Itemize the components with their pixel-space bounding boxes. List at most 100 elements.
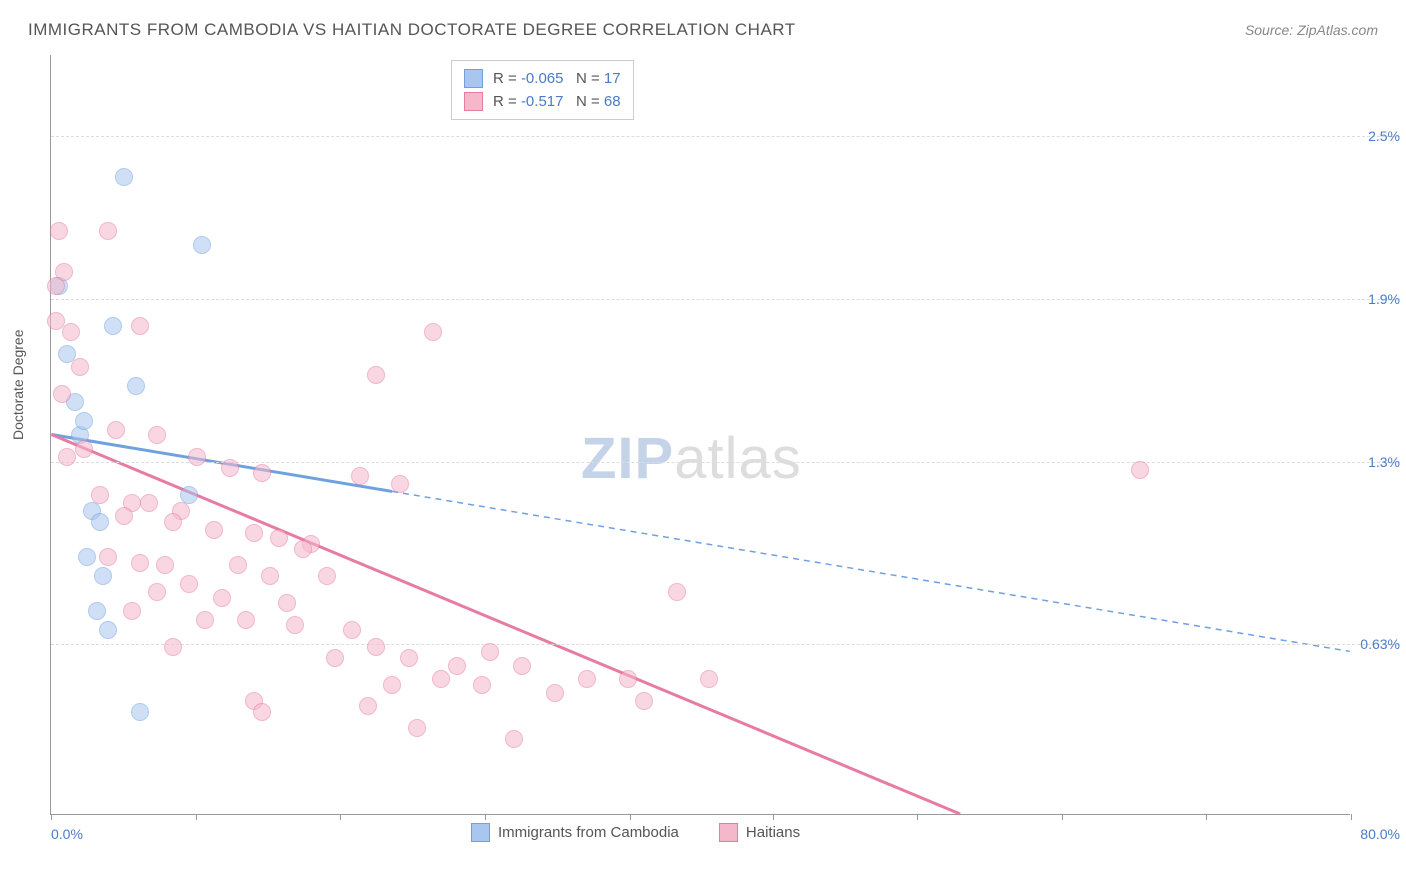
data-point: [140, 494, 158, 512]
data-point: [88, 602, 106, 620]
data-point: [148, 583, 166, 601]
data-point: [253, 464, 271, 482]
source-label: Source: ZipAtlas.com: [1245, 22, 1378, 38]
swatch-haitians: [464, 92, 483, 111]
x-tick: [196, 814, 197, 820]
gridline: [51, 299, 1400, 300]
x-tick: [1062, 814, 1063, 820]
data-point: [635, 692, 653, 710]
data-point: [270, 529, 288, 547]
data-point: [196, 611, 214, 629]
data-point: [513, 657, 531, 675]
data-point: [180, 575, 198, 593]
data-point: [278, 594, 296, 612]
data-point: [294, 540, 312, 558]
legend-item-cambodia: Immigrants from Cambodia: [471, 823, 679, 842]
data-point: [193, 236, 211, 254]
data-point: [432, 670, 450, 688]
x-tick: [773, 814, 774, 820]
data-point: [99, 548, 117, 566]
gridline: [51, 644, 1400, 645]
chart-title: IMMIGRANTS FROM CAMBODIA VS HAITIAN DOCT…: [28, 20, 796, 40]
data-point: [383, 676, 401, 694]
data-point: [75, 412, 93, 430]
data-point: [62, 323, 80, 341]
data-point: [164, 513, 182, 531]
stats-row-a: R = -0.065 N = 17: [464, 67, 621, 90]
data-point: [286, 616, 304, 634]
data-point: [237, 611, 255, 629]
data-point: [205, 521, 223, 539]
x-tick: [485, 814, 486, 820]
legend-label-haitians: Haitians: [746, 824, 800, 841]
data-point: [505, 730, 523, 748]
data-point: [188, 448, 206, 466]
data-point: [123, 602, 141, 620]
data-point: [367, 366, 385, 384]
x-tick: [340, 814, 341, 820]
data-point: [700, 670, 718, 688]
data-point: [221, 459, 239, 477]
data-point: [75, 440, 93, 458]
x-max-label: 80.0%: [1360, 826, 1400, 842]
data-point: [367, 638, 385, 656]
data-point: [253, 703, 271, 721]
gridline: [51, 462, 1400, 463]
data-point: [131, 554, 149, 572]
x-tick: [1206, 814, 1207, 820]
data-point: [351, 467, 369, 485]
data-point: [107, 421, 125, 439]
data-point: [47, 277, 65, 295]
gridline: [51, 136, 1400, 137]
data-point: [91, 513, 109, 531]
data-point: [91, 486, 109, 504]
swatch-haitians-icon: [719, 823, 738, 842]
data-point: [131, 317, 149, 335]
chart-area: ZIPatlas R = -0.065 N = 17 R = -0.517 N …: [50, 55, 1350, 815]
data-point: [546, 684, 564, 702]
swatch-cambodia: [464, 69, 483, 88]
data-point: [115, 507, 133, 525]
data-point: [53, 385, 71, 403]
legend-item-haitians: Haitians: [719, 823, 800, 842]
data-point: [400, 649, 418, 667]
data-point: [261, 567, 279, 585]
data-point: [50, 222, 68, 240]
x-tick: [1351, 814, 1352, 820]
data-point: [104, 317, 122, 335]
data-point: [156, 556, 174, 574]
bottom-legend: Immigrants from Cambodia Haitians: [471, 823, 800, 842]
data-point: [473, 676, 491, 694]
data-point: [71, 358, 89, 376]
data-point: [619, 670, 637, 688]
data-point: [245, 524, 263, 542]
x-tick: [51, 814, 52, 820]
data-point: [318, 567, 336, 585]
y-axis-label: Doctorate Degree: [10, 329, 26, 440]
x-tick: [917, 814, 918, 820]
y-tick-label: 1.9%: [1368, 291, 1400, 307]
data-point: [448, 657, 466, 675]
data-point: [668, 583, 686, 601]
data-point: [408, 719, 426, 737]
data-point: [148, 426, 166, 444]
data-point: [78, 548, 96, 566]
data-point: [58, 448, 76, 466]
stats-row-b: R = -0.517 N = 68: [464, 90, 621, 113]
data-point: [99, 621, 117, 639]
data-point: [359, 697, 377, 715]
data-point: [1131, 461, 1149, 479]
data-point: [94, 567, 112, 585]
y-tick-label: 2.5%: [1368, 128, 1400, 144]
data-point: [326, 649, 344, 667]
data-point: [99, 222, 117, 240]
stats-b-text: R = -0.517 N = 68: [493, 93, 621, 110]
data-point: [578, 670, 596, 688]
data-point: [343, 621, 361, 639]
y-tick-label: 0.63%: [1360, 636, 1400, 652]
data-point: [115, 168, 133, 186]
data-point: [131, 703, 149, 721]
legend-label-cambodia: Immigrants from Cambodia: [498, 824, 679, 841]
data-point: [180, 486, 198, 504]
data-point: [164, 638, 182, 656]
